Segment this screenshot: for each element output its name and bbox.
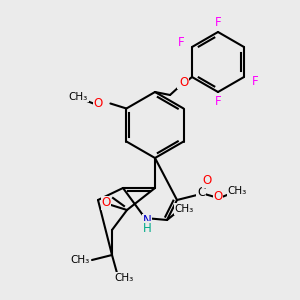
Text: CH₃: CH₃ [69,92,88,101]
Text: CH₃: CH₃ [114,273,134,283]
Text: O: O [179,76,189,89]
Text: F: F [215,95,221,108]
Text: O: O [101,196,111,209]
Text: CH₃: CH₃ [227,186,247,196]
Text: O: O [202,175,211,188]
Text: CH₃: CH₃ [174,204,194,214]
Text: C: C [197,187,205,200]
Text: F: F [252,75,259,88]
Text: N: N [142,214,152,227]
Text: O: O [94,97,103,110]
Text: F: F [215,16,221,29]
Text: O: O [213,190,223,203]
Text: F: F [178,75,184,88]
Text: F: F [178,36,184,49]
Text: CH₃: CH₃ [70,255,90,265]
Text: H: H [142,221,152,235]
